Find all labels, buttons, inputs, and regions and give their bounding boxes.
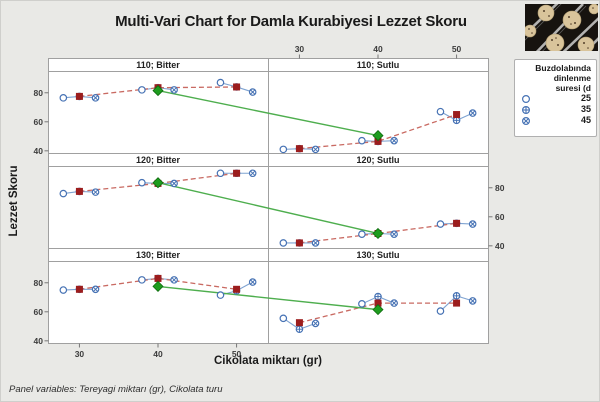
y-tick-label-left: 60	[33, 116, 43, 127]
panel-strip-120-sutlu: 120; Sutlu	[356, 155, 400, 165]
x-tick-label-bottom: 30	[74, 349, 85, 359]
panel-strip-110-bitter: 110; Bitter	[136, 60, 180, 70]
circle-plus-icon	[521, 105, 531, 115]
y-tick-label-left: 40	[33, 335, 43, 346]
panel-strip-130-sutlu: 130; Sutlu	[356, 250, 400, 260]
x-tick-label-top: 40	[373, 44, 383, 54]
legend-title-line: dinlenme	[553, 73, 591, 83]
legend-title-line: suresi (d	[555, 83, 591, 93]
legend-title-line: Buzdolabında	[535, 63, 591, 73]
legend: Buzdolabında dinlenme suresi (d 25 35 45	[514, 59, 597, 137]
cookie-photo-art	[518, 1, 599, 63]
panel-strip-110-sutlu: 110; Sutlu	[356, 60, 400, 70]
y-tick-label-left: 80	[33, 87, 43, 98]
y-tick-label-left: 60	[33, 306, 43, 317]
chart-title: Multi-Vari Chart for Damla Kurabiyesi Le…	[115, 13, 467, 30]
x-axis-title: Cikolata miktarı (gr)	[214, 355, 322, 367]
circle-cross-icon	[521, 116, 531, 126]
panel-strip-120-bitter: 120; Bitter	[135, 155, 180, 165]
legend-item-45: 45	[519, 115, 591, 126]
y-tick-label-left: 40	[33, 145, 43, 156]
y-tick-label-right: 60	[495, 211, 505, 222]
y-tick-label-right: 80	[495, 182, 505, 193]
open-circle-icon	[521, 94, 531, 104]
y-tick-label-right: 40	[495, 240, 505, 251]
x-tick-label-bottom: 50	[231, 349, 242, 359]
x-tick-label-top: 30	[294, 44, 305, 54]
y-axis-title: Lezzet Skoru	[8, 165, 20, 237]
legend-item-25: 25	[519, 93, 591, 104]
legend-item-35: 35	[519, 104, 591, 115]
panel-strip-130-bitter: 130; Bitter	[135, 250, 180, 260]
x-tick-label-top: 50	[451, 44, 462, 54]
panel-variables-note: Panel variables: Tereyagi miktarı (gr), …	[9, 384, 223, 395]
x-tick-label-bottom: 40	[153, 349, 163, 359]
legend-item-label: 25	[580, 93, 591, 103]
y-tick-label-left: 80	[33, 277, 43, 288]
cookie-photo	[518, 1, 599, 63]
legend-item-label: 35	[580, 104, 591, 114]
legend-item-label: 45	[580, 115, 591, 125]
